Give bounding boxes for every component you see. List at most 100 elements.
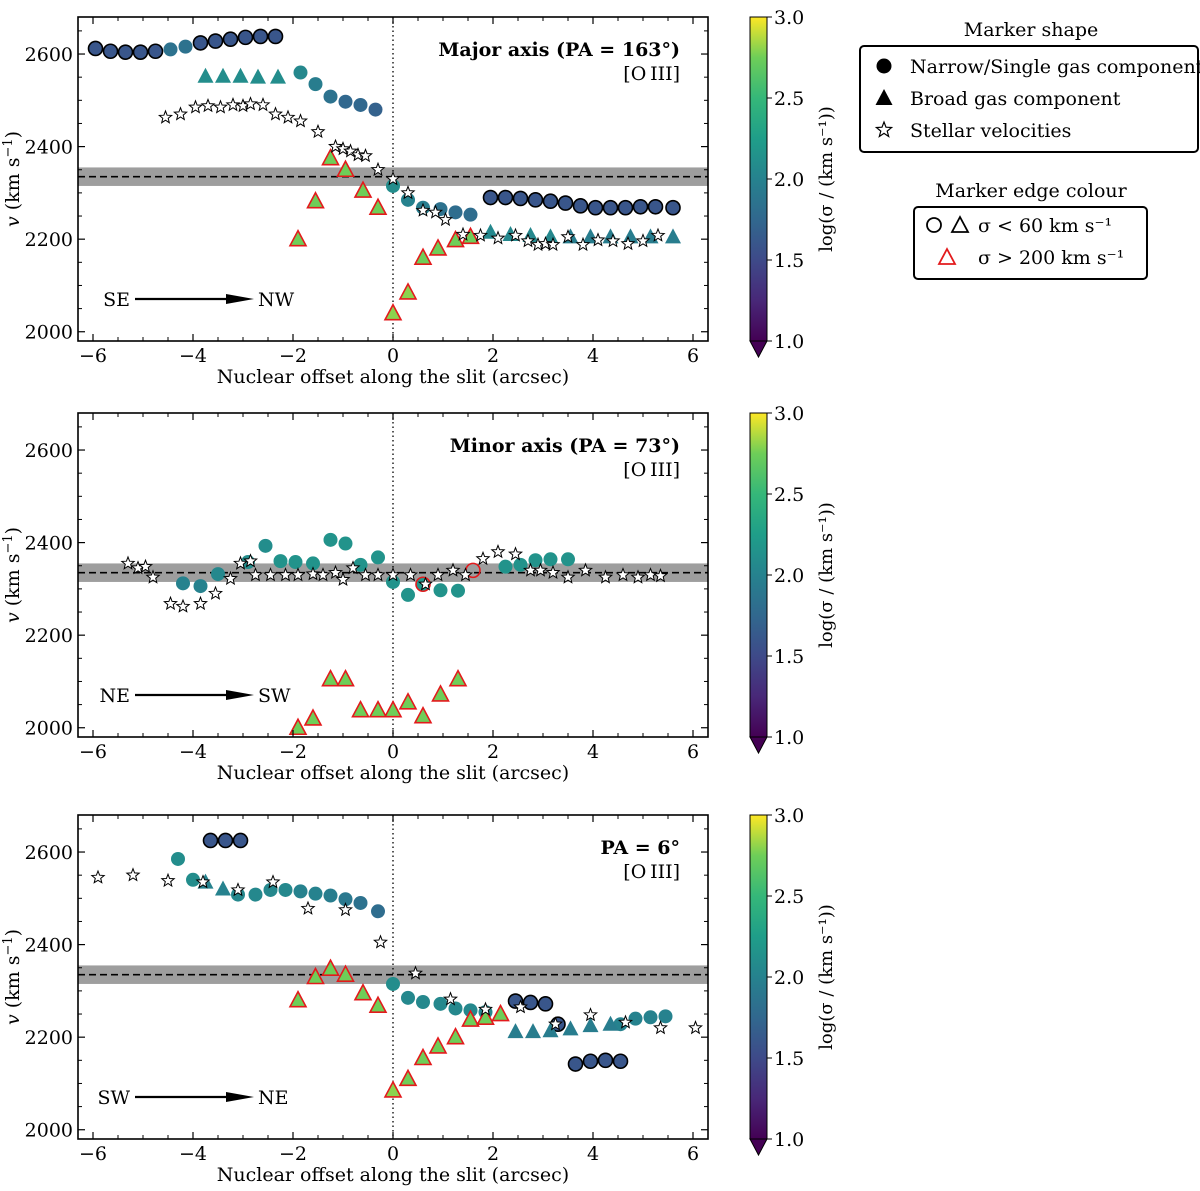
direction-to-label: NE — [258, 1087, 289, 1109]
stellar-velocity-point — [445, 562, 461, 577]
legend-star-marker — [874, 120, 894, 138]
stellar-velocity-point — [385, 567, 401, 582]
stellar-velocity-point — [195, 874, 211, 889]
direction-from-label: SW — [97, 1087, 130, 1109]
broad-gas-point — [491, 1003, 510, 1022]
colorbar — [749, 16, 768, 342]
narrow-gas-point — [338, 892, 353, 907]
broad-gas-point — [321, 147, 340, 166]
y-tick-label: 2600 — [25, 44, 73, 66]
narrow-gas-point — [528, 553, 543, 568]
x-tick-label: −4 — [179, 345, 207, 367]
stellar-velocity-point — [305, 566, 321, 581]
broad-gas-point — [542, 1022, 559, 1038]
stellar-velocity-point — [408, 965, 423, 980]
colorbar — [749, 412, 768, 738]
y-axis-label-close: ) — [2, 929, 24, 936]
stellar-velocity-point — [278, 567, 293, 582]
stellar-velocity-point — [490, 543, 506, 559]
colorbar-extend-arrow — [749, 1138, 768, 1157]
x-tick-label: 6 — [687, 741, 699, 763]
stellar-velocity-point — [635, 233, 651, 248]
direction-arrow-head — [226, 294, 254, 304]
narrow-gas-point — [522, 994, 539, 1011]
colorbar-extend-arrow — [749, 736, 768, 755]
narrow-gas-point — [433, 583, 448, 598]
broad-gas-point — [507, 1023, 524, 1039]
colorbar-tick-label: 1.0 — [774, 331, 804, 353]
y-tick-label: 2600 — [25, 440, 73, 462]
narrow-gas-point — [278, 882, 293, 897]
stellar-velocity-point — [137, 558, 154, 573]
x-tick-label: −2 — [279, 741, 307, 763]
narrow-gas-point — [207, 33, 224, 49]
broad-gas-point — [197, 67, 214, 83]
stellar-velocity-point — [193, 595, 208, 611]
narrow-gas-point — [647, 198, 664, 215]
narrow-gas-point — [582, 1053, 599, 1070]
narrow-gas-point — [237, 29, 254, 46]
stellar-velocity-point — [160, 872, 176, 888]
stellar-velocity-point — [620, 235, 636, 251]
narrow-gas-point — [178, 39, 193, 54]
stellar-velocity-point — [455, 226, 471, 241]
stellar-velocity-point — [630, 569, 646, 584]
stellar-velocity-point — [643, 567, 658, 582]
direction-from-label: SE — [103, 289, 130, 311]
broad-gas-point — [398, 1068, 418, 1087]
broad-gas-point — [353, 983, 373, 1001]
direction-to-label: SW — [258, 685, 291, 707]
narrow-gas-point — [371, 904, 385, 919]
y-axis-label-close: ) — [2, 527, 24, 534]
colorbar-tick-label: 2.0 — [774, 967, 804, 989]
stellar-velocity-point — [615, 567, 631, 582]
narrow-gas-point — [368, 102, 383, 117]
stellar-velocity-point — [350, 146, 366, 162]
stellar-velocity-point — [263, 567, 278, 582]
stellar-velocity-point — [335, 571, 351, 587]
broad-gas-point — [482, 223, 499, 239]
narrow-gas-point — [306, 556, 320, 571]
stellar-velocity-point — [145, 569, 161, 584]
broad-gas-point — [446, 1026, 465, 1045]
broad-gas-point — [622, 228, 639, 244]
x-axis-label: Nuclear offset along the slit (arcsec) — [217, 762, 569, 784]
stellar-velocity-point — [242, 96, 259, 111]
y-tick-label: 2200 — [25, 625, 73, 647]
broad-gas-point — [306, 966, 325, 985]
narrow-gas-point — [572, 198, 589, 214]
emission-line-label: [O III] — [623, 459, 680, 481]
narrow-gas-point — [192, 35, 209, 51]
broad-gas-point — [336, 668, 355, 687]
broad-gas-point — [288, 228, 308, 247]
narrow-gas-point — [353, 97, 368, 112]
narrow-gas-point — [371, 550, 385, 565]
broad-gas-point — [383, 699, 403, 718]
broad-gas-point — [431, 684, 450, 702]
broad-gas-point — [368, 995, 388, 1013]
narrow-gas-point — [258, 538, 273, 553]
stellar-velocity-point — [403, 567, 418, 582]
broad-gas-point — [448, 668, 468, 687]
panel-title: Major axis (PA = 163°) — [438, 39, 680, 61]
stellar-velocity-point — [230, 882, 246, 897]
x-tick-label: 4 — [587, 741, 599, 763]
legend-edge-high-text: σ > 200 km s⁻¹ — [978, 247, 1124, 269]
stellar-velocity-point — [90, 869, 106, 884]
stellar-velocity-point — [590, 232, 606, 247]
direction-to-label: NW — [258, 289, 295, 311]
stellar-velocity-point — [173, 106, 188, 121]
narrow-gas-point — [163, 42, 178, 57]
x-tick-label: 4 — [587, 345, 599, 367]
narrow-gas-point — [267, 28, 284, 45]
narrow-gas-point — [433, 996, 448, 1011]
narrow-gas-point — [632, 198, 649, 215]
stellar-velocity-point — [280, 109, 296, 124]
narrow-gas-point — [587, 199, 604, 216]
y-axis-label-symbol: v — [2, 606, 24, 623]
narrow-gas-point — [87, 40, 104, 57]
y-axis-label-symbol: v — [2, 210, 24, 227]
colorbar-tick-label: 1.0 — [774, 727, 804, 749]
x-tick-label: −2 — [279, 345, 307, 367]
stellar-velocity-point — [598, 569, 613, 584]
